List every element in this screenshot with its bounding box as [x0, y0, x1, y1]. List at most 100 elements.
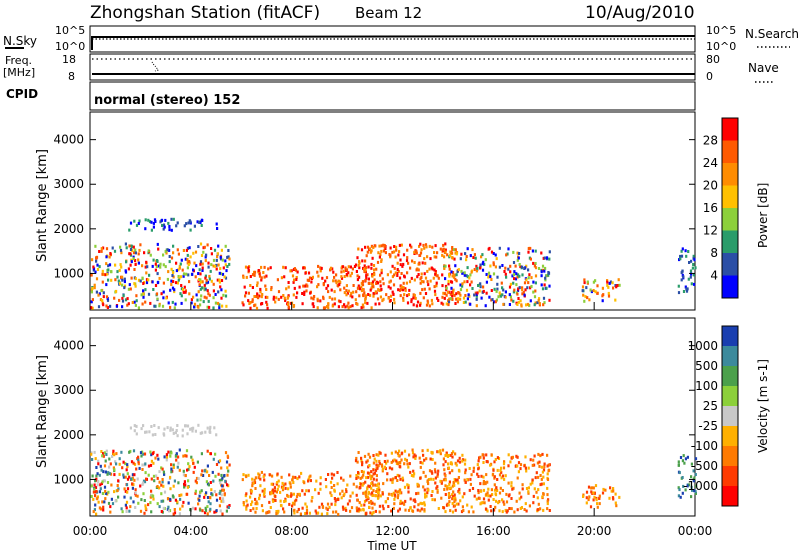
echo-cell — [583, 299, 586, 303]
echo-cell — [496, 282, 499, 286]
echo-cell — [418, 262, 421, 266]
echo-cell — [399, 488, 402, 492]
echo-cell — [543, 283, 546, 287]
x-tick-label: 04:00 — [174, 524, 209, 538]
echo-cell — [172, 251, 175, 255]
echo-cell — [97, 500, 100, 504]
echo-cell — [292, 481, 295, 484]
echo-cell — [400, 272, 403, 275]
echo-cell — [464, 471, 467, 475]
echo-cell — [121, 466, 124, 470]
echo-cell — [534, 249, 537, 253]
echo-cell — [292, 304, 296, 307]
echo-cell — [372, 292, 375, 296]
echo-cell — [153, 218, 157, 222]
echo-cell — [256, 292, 259, 296]
echo-cell — [479, 282, 482, 286]
echo-cell — [145, 477, 148, 481]
echo-cell — [496, 489, 499, 492]
velocity-colorbar-label: Velocity [m s-1] — [756, 359, 770, 453]
echo-cell — [492, 263, 495, 267]
echo-cell — [371, 491, 374, 495]
echo-cell — [453, 293, 456, 297]
echo-cell — [602, 293, 605, 297]
echo-cell — [199, 298, 202, 302]
echo-cell — [172, 244, 175, 248]
echo-cell — [360, 503, 363, 507]
echo-cell — [447, 280, 450, 283]
echo-cell — [271, 474, 274, 478]
echo-cell — [374, 244, 377, 248]
echo-cell — [547, 271, 551, 275]
echo-cell — [496, 275, 499, 279]
echo-cell — [206, 243, 209, 247]
echo-cell — [453, 500, 456, 504]
echo-cell — [311, 496, 314, 499]
freq-panel — [89, 53, 696, 81]
x-tick-label: 00:00 — [678, 524, 713, 538]
echo-cell — [170, 467, 173, 471]
echo-cell — [179, 262, 182, 266]
echo-cell — [250, 489, 253, 493]
echo-cell — [212, 258, 216, 262]
echo-cell — [481, 268, 485, 272]
echo-cell — [97, 462, 100, 466]
echo-cell — [148, 430, 151, 434]
echo-cell — [516, 275, 519, 279]
echo-cell — [490, 278, 493, 281]
echo-cell — [220, 248, 223, 252]
echo-cell — [469, 302, 472, 306]
echo-cell — [590, 490, 593, 494]
echo-cell — [515, 454, 518, 458]
echo-cell — [93, 283, 96, 287]
echo-cell — [187, 221, 190, 225]
echo-cell — [362, 473, 365, 477]
echo-cell — [427, 488, 430, 492]
echo-cell — [218, 306, 221, 310]
echo-cell — [412, 474, 415, 478]
echo-cell — [423, 488, 426, 492]
echo-cell — [681, 476, 684, 479]
echo-cell — [413, 278, 416, 282]
echo-cell — [168, 225, 171, 228]
echo-cell — [293, 286, 296, 290]
echo-cell — [682, 275, 685, 279]
echo-cell — [495, 486, 498, 490]
echo-cell — [95, 489, 98, 493]
echo-cell — [211, 470, 214, 474]
echo-cell — [281, 481, 284, 485]
echo-cell — [363, 454, 367, 458]
echo-cell — [594, 290, 597, 294]
echo-cell — [120, 507, 123, 511]
echo-cell — [500, 281, 503, 285]
echo-cell — [170, 279, 173, 283]
echo-cell — [177, 278, 180, 282]
echo-cell — [518, 286, 521, 290]
echo-cell — [329, 268, 332, 272]
echo-cell — [434, 476, 437, 480]
echo-cell — [299, 512, 302, 516]
echo-cell — [126, 487, 130, 491]
echo-cell — [490, 488, 493, 492]
echo-cell — [383, 460, 386, 463]
echo-cell — [301, 302, 304, 306]
echo-cell — [408, 288, 411, 292]
echo-cell — [121, 299, 125, 303]
echo-cell — [177, 252, 180, 256]
echo-cell — [419, 251, 423, 255]
echo-cell — [162, 227, 165, 231]
echo-cell — [132, 255, 135, 259]
echo-cell — [326, 512, 329, 516]
echo-cell — [213, 510, 216, 514]
echo-cell — [362, 305, 365, 309]
echo-cell — [375, 478, 378, 482]
echo-cell — [342, 478, 345, 482]
echo-cell — [405, 259, 409, 263]
echo-cell — [199, 260, 203, 264]
echo-cell — [360, 459, 363, 463]
echo-cell — [116, 275, 119, 279]
echo-cell — [677, 284, 680, 288]
echo-cell — [453, 493, 456, 497]
echo-cell — [350, 291, 353, 295]
echo-cell — [378, 462, 381, 466]
